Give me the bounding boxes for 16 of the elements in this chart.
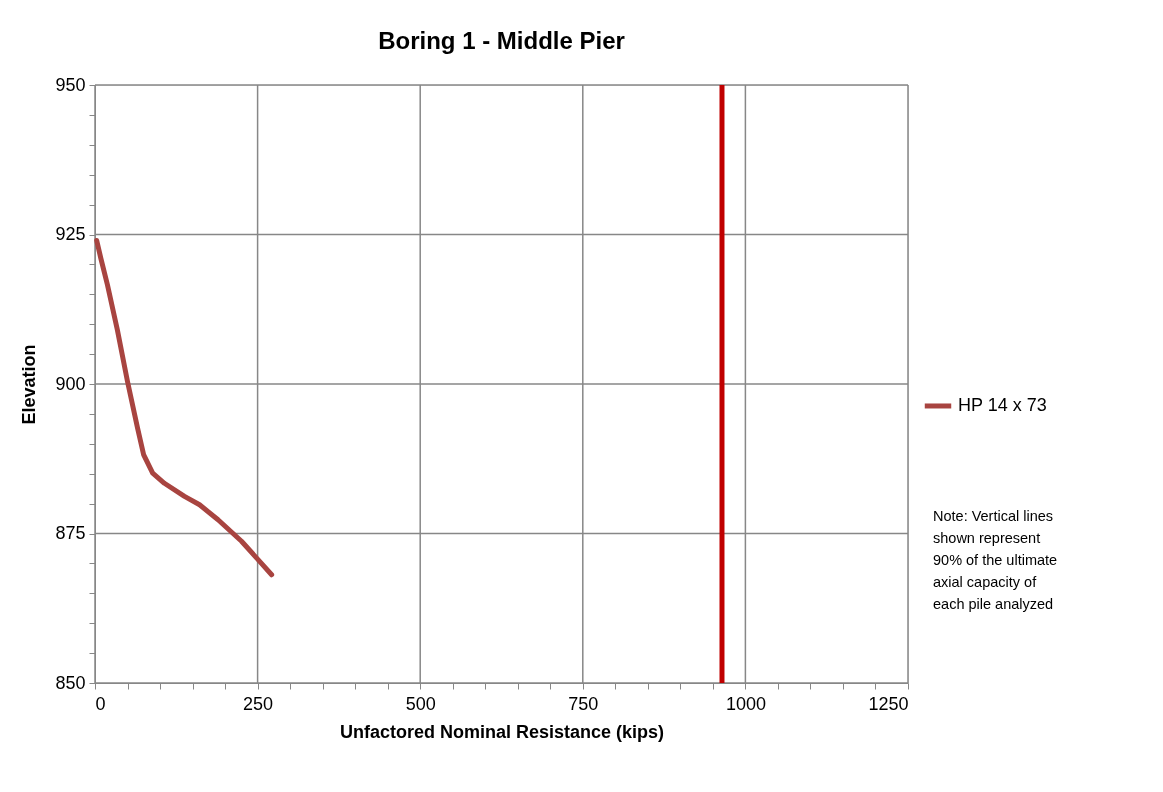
x-axis-title: Unfactored Nominal Resistance (kips) <box>339 721 665 742</box>
y-tick-label: 900 <box>55 373 86 394</box>
y-tick-label: 875 <box>55 523 86 543</box>
y-tick-label: 925 <box>55 224 86 244</box>
x-tick-label: 1000 <box>725 693 766 714</box>
y-tick-label: 950 <box>55 74 86 95</box>
chart-title: Boring 1 - Middle Pier <box>378 27 625 54</box>
x-tick-label: 250 <box>243 693 274 714</box>
legend-label: HP 14 x 73 <box>958 394 1047 415</box>
text: Note: Vertical lines shown represent 90% of the ultimate axial capacity of each pile analyzed <box>933 508 1058 612</box>
x-tick-label: 0 <box>95 693 106 714</box>
x-tick-label: 500 <box>405 693 436 714</box>
y-tick-label: 850 <box>55 672 86 693</box>
x-tick-label: 750 <box>568 693 599 714</box>
y-axis-title: Elevation <box>19 344 40 425</box>
x-tick-label: 1250 <box>868 693 909 714</box>
